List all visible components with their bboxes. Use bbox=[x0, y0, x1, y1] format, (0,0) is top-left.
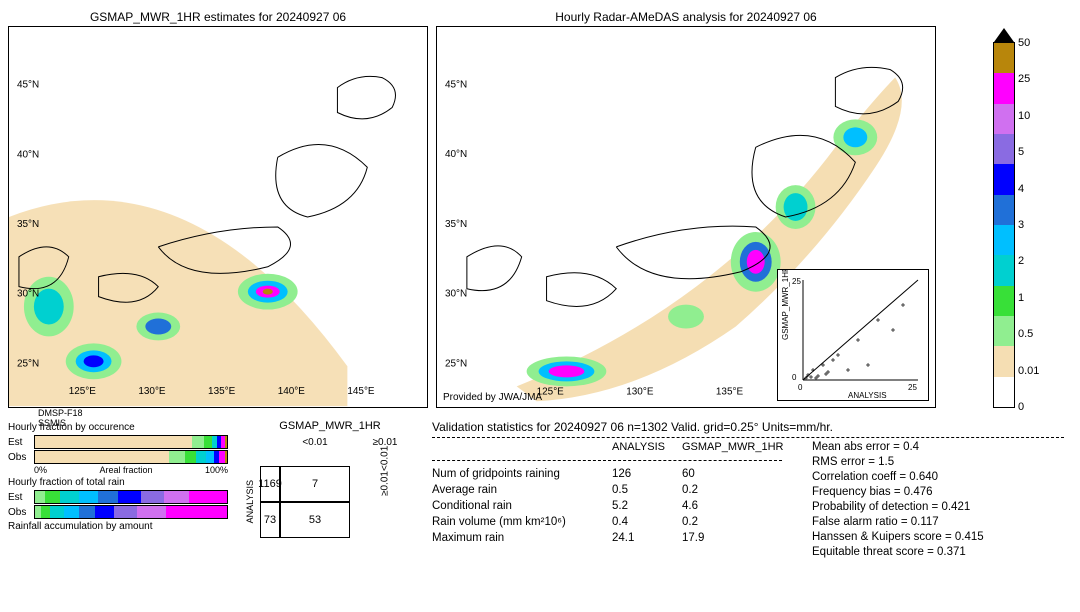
occ-title: Hourly fraction by occurence bbox=[8, 422, 228, 433]
stats-cell: 0.2 bbox=[682, 484, 782, 496]
svg-text:130°E: 130°E bbox=[626, 386, 654, 397]
svg-text:ANALYSIS: ANALYSIS bbox=[848, 391, 887, 400]
tot-est-bar bbox=[34, 490, 228, 504]
stats-col-a: ANALYSIS bbox=[612, 441, 682, 453]
stats-cell: 0.5 bbox=[612, 484, 682, 496]
error-metric: RMS error = 1.5 bbox=[812, 456, 984, 468]
ct-10: 73 bbox=[260, 502, 280, 538]
svg-text:140°E: 140°E bbox=[278, 386, 306, 397]
svg-text:45°N: 45°N bbox=[445, 80, 467, 91]
ct-row-1: ≥0.01 bbox=[350, 466, 420, 502]
colorbar-panel: 502510543210.50.010 bbox=[944, 8, 1064, 408]
occ-est-bar bbox=[34, 435, 228, 449]
bottom-row: Hourly fraction by occurence Est Obs 0% … bbox=[8, 416, 1064, 596]
svg-text:130°E: 130°E bbox=[138, 386, 166, 397]
frac-100pct: 100% bbox=[205, 465, 228, 475]
right-map: 125°E130°E135°E 45°N40°N35°N30°N25°N Pro… bbox=[436, 26, 936, 408]
svg-text:35°N: 35°N bbox=[445, 219, 467, 230]
ct-row-axis: ANALYSIS bbox=[245, 480, 255, 523]
occ-obs-bar bbox=[34, 450, 228, 464]
ct-11: 53 bbox=[280, 502, 350, 538]
stats-cell: 0.2 bbox=[682, 516, 782, 528]
svg-text:30°N: 30°N bbox=[445, 289, 467, 300]
row-est2: Est bbox=[8, 492, 34, 503]
contingency-panel: GSMAP_MWR_1HR <0.01 ≥0.01 ANALYSIS <0.01… bbox=[240, 420, 420, 596]
right-map-title: Hourly Radar-AMeDAS analysis for 2024092… bbox=[436, 10, 936, 24]
stats-title: Validation statistics for 20240927 06 n=… bbox=[432, 420, 1064, 434]
ct-01: 7 bbox=[280, 466, 350, 502]
stats-cell: Maximum rain bbox=[432, 532, 612, 544]
row-est: Est bbox=[8, 437, 34, 448]
stats-cell: 0.4 bbox=[612, 516, 682, 528]
stats-cell: Conditional rain bbox=[432, 500, 612, 512]
svg-text:135°E: 135°E bbox=[716, 386, 744, 397]
frac-mid: Areal fraction bbox=[99, 465, 152, 475]
scatter-inset: 0 25 25 0 ANALYSIS GSMAP_MWR_1HR bbox=[777, 269, 929, 401]
colorbar: 502510543210.50.010 bbox=[993, 42, 1015, 408]
stats-cell: 126 bbox=[612, 468, 682, 480]
ct-title: GSMAP_MWR_1HR bbox=[240, 420, 420, 432]
left-map-panel: GSMAP_MWR_1HR estimates for 20240927 06 bbox=[8, 8, 428, 408]
svg-text:145°E: 145°E bbox=[347, 386, 375, 397]
tot-obs-bar bbox=[34, 505, 228, 519]
left-map-title: GSMAP_MWR_1HR estimates for 20240927 06 bbox=[8, 10, 428, 24]
svg-text:25: 25 bbox=[792, 277, 801, 286]
error-metric: Probability of detection = 0.421 bbox=[812, 501, 984, 513]
svg-text:GSMAP_MWR_1HR: GSMAP_MWR_1HR bbox=[781, 270, 790, 340]
error-metric: Mean abs error = 0.4 bbox=[812, 441, 984, 453]
svg-text:125°E: 125°E bbox=[69, 386, 97, 397]
stats-table: ANALYSISGSMAP_MWR_1HR Num of gridpoints … bbox=[432, 441, 782, 544]
svg-text:40°N: 40°N bbox=[17, 149, 39, 160]
error-metric: Hanssen & Kuipers score = 0.415 bbox=[812, 531, 984, 543]
frac-0pct: 0% bbox=[34, 465, 47, 475]
svg-text:35°N: 35°N bbox=[17, 219, 39, 230]
error-metric: Correlation coeff = 0.640 bbox=[812, 471, 984, 483]
stats-col-g: GSMAP_MWR_1HR bbox=[682, 441, 782, 453]
stats-cell: 60 bbox=[682, 468, 782, 480]
stats-panel: Validation statistics for 20240927 06 n=… bbox=[432, 420, 1064, 596]
error-metric: Equitable threat score = 0.371 bbox=[812, 546, 984, 558]
ct-00: 1169 bbox=[260, 466, 280, 502]
colorbar-arrow-icon bbox=[994, 28, 1014, 42]
svg-text:25°N: 25°N bbox=[17, 358, 39, 369]
svg-text:25: 25 bbox=[908, 383, 917, 392]
stats-cell: 4.6 bbox=[682, 500, 782, 512]
stats-cell: 17.9 bbox=[682, 532, 782, 544]
svg-text:0: 0 bbox=[792, 373, 797, 382]
row-obs2: Obs bbox=[8, 507, 34, 518]
error-metric: False alarm ratio = 0.117 bbox=[812, 516, 984, 528]
svg-text:135°E: 135°E bbox=[208, 386, 236, 397]
svg-text:0: 0 bbox=[798, 383, 803, 392]
stats-cell: Rain volume (mm km²10⁶) bbox=[432, 516, 612, 528]
stats-cell: 5.2 bbox=[612, 500, 682, 512]
svg-text:45°N: 45°N bbox=[17, 80, 39, 91]
svg-text:40°N: 40°N bbox=[445, 149, 467, 160]
right-map-panel: Hourly Radar-AMeDAS analysis for 2024092… bbox=[436, 8, 936, 408]
svg-text:25°N: 25°N bbox=[445, 358, 467, 369]
error-metric: Frequency bias = 0.476 bbox=[812, 486, 984, 498]
row-obs: Obs bbox=[8, 452, 34, 463]
left-map-svg: 125°E 130°E 135°E 140°E 145°E 45°N 40°N 35°N 30… bbox=[9, 27, 427, 407]
fractions-panel: Hourly fraction by occurence Est Obs 0% … bbox=[8, 420, 228, 596]
stats-cell: Num of gridpoints raining bbox=[432, 468, 612, 480]
stats-cell: 24.1 bbox=[612, 532, 682, 544]
ct-col-0: <0.01 bbox=[280, 434, 350, 450]
svg-text:30°N: 30°N bbox=[17, 289, 39, 300]
ct-row-0: <0.01 bbox=[350, 450, 420, 466]
provided-by: Provided by JWA/JMA bbox=[443, 392, 542, 403]
stats-cell: Average rain bbox=[432, 484, 612, 496]
tot-title: Hourly fraction of total rain bbox=[8, 477, 228, 488]
error-metrics: Mean abs error = 0.4 RMS error = 1.5 Corre… bbox=[812, 441, 984, 558]
left-map: 125°E 130°E 135°E 140°E 145°E 45°N 40°N 35°N 30… bbox=[8, 26, 428, 408]
accum-title: Rainfall accumulation by amount bbox=[8, 521, 228, 532]
